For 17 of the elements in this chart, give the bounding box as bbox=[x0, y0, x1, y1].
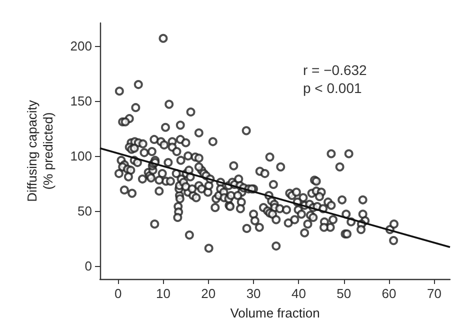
y-tick-label: 200 bbox=[70, 38, 92, 54]
x-tick-label: 10 bbox=[156, 286, 170, 301]
annotation: p < 0.001 bbox=[303, 80, 362, 96]
annotation: r = −0.632 bbox=[303, 62, 368, 78]
y-tick-label: 150 bbox=[70, 94, 92, 109]
x-tick-label: 0 bbox=[114, 286, 122, 301]
x-tick-label: 50 bbox=[336, 286, 352, 301]
y-tick-label: 0 bbox=[84, 258, 92, 274]
y-tick-label: 100 bbox=[70, 148, 92, 164]
y-axis-title: Diffusing capacity (% predicted) bbox=[24, 100, 56, 202]
x-tick-label: 70 bbox=[426, 286, 442, 301]
x-axis-title: Volume fraction bbox=[230, 306, 320, 320]
x-tick-label: 30 bbox=[246, 286, 261, 301]
x-tick-label: 60 bbox=[382, 286, 396, 301]
x-tick-label: 40 bbox=[291, 286, 306, 301]
x-tick-label: 20 bbox=[201, 286, 216, 301]
y-tick-label: 50 bbox=[78, 203, 92, 218]
